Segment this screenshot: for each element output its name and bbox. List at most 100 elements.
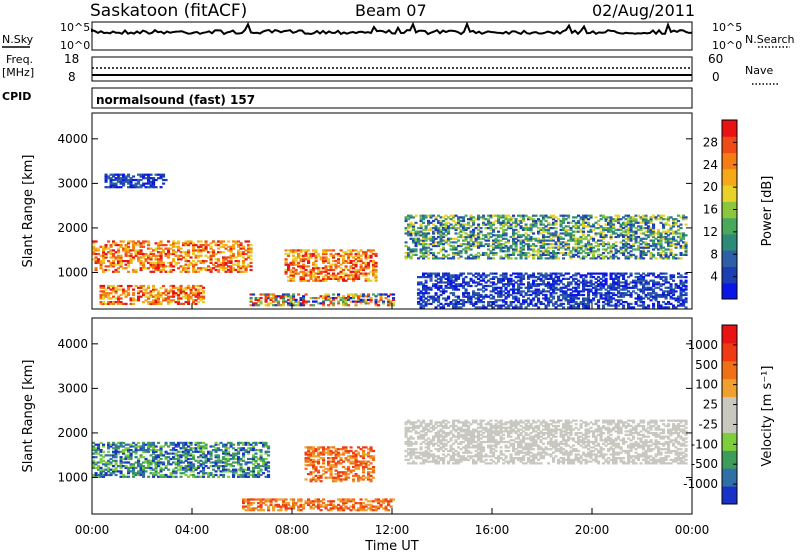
- power-cell: [152, 295, 156, 298]
- power-cell: [144, 295, 148, 298]
- velocity-cell: [162, 454, 166, 457]
- power-cell: [634, 297, 638, 300]
- power-cell: [649, 227, 653, 230]
- power-cell: [327, 276, 331, 279]
- velocity-cell: [182, 468, 186, 471]
- power-cell: [542, 216, 546, 219]
- power-cell: [539, 255, 543, 258]
- power-cell: [527, 244, 531, 248]
- power-cell: [97, 258, 101, 261]
- velocity-cell: [229, 470, 233, 473]
- power-cell: [569, 227, 573, 230]
- power-cell: [614, 283, 618, 286]
- power-cell: [354, 304, 358, 307]
- power-cell: [137, 173, 141, 176]
- power-cell: [584, 274, 588, 277]
- power-cell: [439, 239, 443, 242]
- power-cell: [474, 293, 478, 297]
- power-cell: [162, 267, 166, 270]
- power-cell: [482, 290, 486, 293]
- power-cell: [317, 267, 321, 270]
- power-cell: [624, 246, 628, 249]
- power-cell: [572, 216, 576, 219]
- power-cell: [487, 227, 491, 230]
- power-cell: [457, 219, 461, 223]
- power-cell: [512, 221, 516, 224]
- power-cell: [657, 218, 661, 221]
- power-cell: [672, 239, 676, 242]
- power-cell: [327, 260, 331, 263]
- power-cell: [522, 228, 526, 231]
- velocity-cell: [92, 475, 96, 478]
- power-cell: [192, 242, 196, 245]
- power-cell: [529, 293, 533, 297]
- power-cell: [529, 223, 533, 226]
- power-cell: [434, 241, 438, 244]
- power-cell: [429, 277, 433, 280]
- power-cell: [477, 281, 481, 284]
- power-cell: [512, 288, 516, 291]
- power-cell: [334, 265, 338, 268]
- power-cell: [647, 286, 651, 289]
- power-cell: [659, 246, 663, 249]
- velocity-cell: [202, 475, 206, 478]
- power-cell: [332, 274, 336, 277]
- power-cell: [624, 230, 628, 233]
- velocity-cell: [164, 465, 168, 468]
- power-cell: [569, 276, 573, 279]
- power-cell: [507, 292, 511, 295]
- power-cell: [512, 279, 516, 282]
- power-cell: [534, 288, 538, 291]
- velocity-cell: [227, 454, 231, 457]
- power-cell: [494, 219, 498, 223]
- power-cell: [554, 253, 558, 256]
- velocity-cell: [232, 468, 236, 471]
- power-cell: [147, 175, 151, 178]
- velocity-cell: [202, 452, 206, 455]
- power-cell: [132, 175, 136, 178]
- power-cell: [422, 257, 426, 260]
- power-cell: [579, 235, 583, 239]
- power-cell: [154, 295, 158, 298]
- power-cell: [664, 302, 668, 305]
- power-cell: [559, 286, 563, 289]
- power-cell: [124, 247, 128, 250]
- power-cell: [92, 258, 96, 261]
- power-cell: [117, 284, 121, 288]
- power-cell: [612, 253, 616, 256]
- power-cell: [292, 297, 296, 300]
- power-cell: [512, 237, 516, 240]
- power-cell: [334, 276, 338, 279]
- power-cell: [519, 274, 523, 277]
- velocity-cell: [189, 468, 193, 471]
- power-cell: [669, 243, 673, 246]
- power-cell: [584, 225, 588, 228]
- power-cell: [602, 293, 606, 297]
- power-cell: [227, 260, 231, 263]
- power-cell: [124, 254, 128, 257]
- power-cell: [674, 253, 678, 256]
- power-cell: [519, 276, 523, 279]
- power-cell: [492, 230, 496, 233]
- power-cell: [364, 277, 368, 280]
- power-cell: [607, 241, 611, 244]
- power-cell: [517, 274, 521, 277]
- power-cell: [544, 293, 548, 297]
- power-cell: [162, 244, 166, 247]
- power-cell: [327, 298, 331, 301]
- power-cell: [682, 214, 686, 217]
- power-cell: [679, 297, 683, 300]
- power-cell: [619, 288, 623, 291]
- power-cell: [577, 219, 581, 223]
- power-cell: [662, 306, 666, 309]
- power-cell: [179, 284, 183, 288]
- power-cell: [462, 225, 466, 228]
- power-cell: [599, 243, 603, 246]
- power-cell: [407, 223, 411, 226]
- power-cell: [637, 297, 641, 300]
- power-cell: [592, 257, 596, 260]
- power-cell: [432, 230, 436, 233]
- power-cell: [197, 288, 201, 291]
- power-cell: [599, 232, 603, 235]
- power-cell: [477, 293, 481, 297]
